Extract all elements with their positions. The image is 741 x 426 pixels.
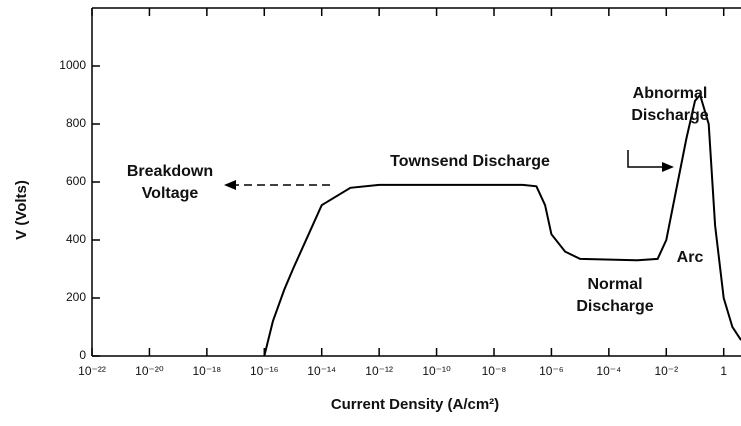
x-tick-label: 10⁻¹² [365,364,393,378]
arrow [627,150,666,168]
x-axis-label: Current Density (A/cm²) [331,396,499,413]
x-tick-label: 10⁻¹⁴ [307,364,336,378]
y-tick-label: 200 [66,290,86,304]
x-tick-label: 10⁻⁴ [596,364,621,378]
y-tick-label: 800 [66,116,86,130]
annotation-line: Normal [587,276,642,293]
x-tick-label: 10⁻⁸ [482,364,507,378]
annotation: Normal Discharge [576,276,653,315]
x-tick-label: 10⁻²² [78,364,106,378]
x-tick-label: 10⁻² [654,364,678,378]
annotation: Arc [677,249,704,266]
x-tick-label: 10⁻¹⁰ [422,364,451,378]
annotation: Breakdown Voltage [127,163,213,202]
annotation: Abnormal Discharge [631,85,708,124]
arrow-head [224,180,236,190]
y-tick-label: 600 [66,174,86,188]
x-tick-label: 1 [720,364,727,378]
annotation-line: Voltage [142,185,199,202]
curve [263,92,741,357]
x-tick-label: 10⁻⁶ [539,364,564,378]
annotation: Townsend Discharge [390,153,550,170]
annotation-line: Breakdown [127,163,213,180]
annotation-line: Abnormal [633,85,708,102]
annotation-line: Discharge [631,107,708,124]
y-tick-label: 0 [79,348,86,362]
x-tick-label: 10⁻¹⁸ [192,364,221,378]
arrow-head [662,162,674,172]
y-tick-label: 400 [66,232,86,246]
annotation-line: Discharge [576,298,653,315]
y-axis-label: V (Volts) [13,180,30,240]
x-tick-label: 10⁻²⁰ [135,364,164,378]
x-tick-label: 10⁻¹⁶ [250,364,279,378]
y-tick-label: 1000 [59,58,86,72]
